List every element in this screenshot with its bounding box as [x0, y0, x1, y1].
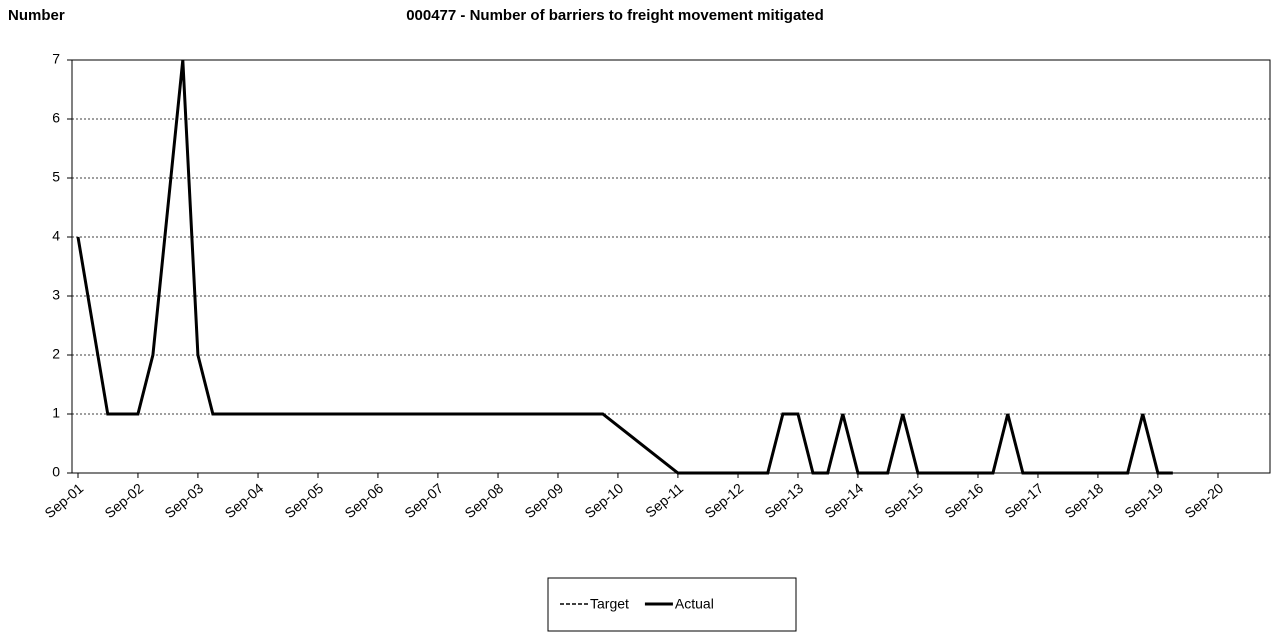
x-tick-label: Sep-17	[1001, 480, 1046, 521]
x-tick-label: Sep-14	[821, 480, 866, 521]
plot-border	[71, 59, 1271, 474]
x-tick-label: Sep-10	[581, 480, 626, 521]
x-tick-label: Sep-01	[41, 480, 86, 521]
legend: Target Actual	[547, 577, 797, 632]
y-tick-label: 4	[52, 228, 60, 244]
x-tick-label: Sep-05	[281, 480, 326, 521]
chart-title: 000477 - Number of barriers to freight m…	[406, 7, 824, 24]
y-tick-label: 5	[52, 169, 60, 185]
y-tick-label: 6	[52, 110, 60, 126]
x-tick-label: Sep-07	[401, 480, 446, 521]
legend-label: Target	[590, 596, 629, 612]
y-axis-label: Number	[8, 7, 65, 24]
y-tick-label: 1	[52, 405, 60, 421]
y-tick-label: 0	[52, 464, 60, 480]
x-tick-label: Sep-08	[461, 480, 506, 521]
x-tick-label: Sep-16	[941, 480, 986, 521]
y-tick-label: 7	[52, 51, 60, 67]
x-tick-label: Sep-15	[881, 480, 926, 521]
x-tick-label: Sep-03	[161, 480, 206, 521]
y-tick-label: 3	[52, 287, 60, 303]
series-line	[76, 59, 1173, 475]
x-tick-label: Sep-06	[341, 480, 386, 521]
x-tick-label: Sep-20	[1181, 480, 1226, 521]
x-tick-label: Sep-11	[642, 480, 686, 521]
x-tick-label: Sep-02	[101, 480, 146, 521]
legend-label: Actual	[675, 596, 714, 612]
x-tick-label: Sep-09	[521, 480, 566, 521]
x-tick-label: Sep-19	[1121, 480, 1166, 521]
y-tick-label: 2	[52, 346, 60, 362]
x-tick-label: Sep-04	[221, 480, 266, 521]
x-tick-label: Sep-18	[1061, 480, 1106, 521]
x-tick-label: Sep-13	[761, 480, 806, 521]
x-tick-label: Sep-12	[701, 480, 746, 521]
